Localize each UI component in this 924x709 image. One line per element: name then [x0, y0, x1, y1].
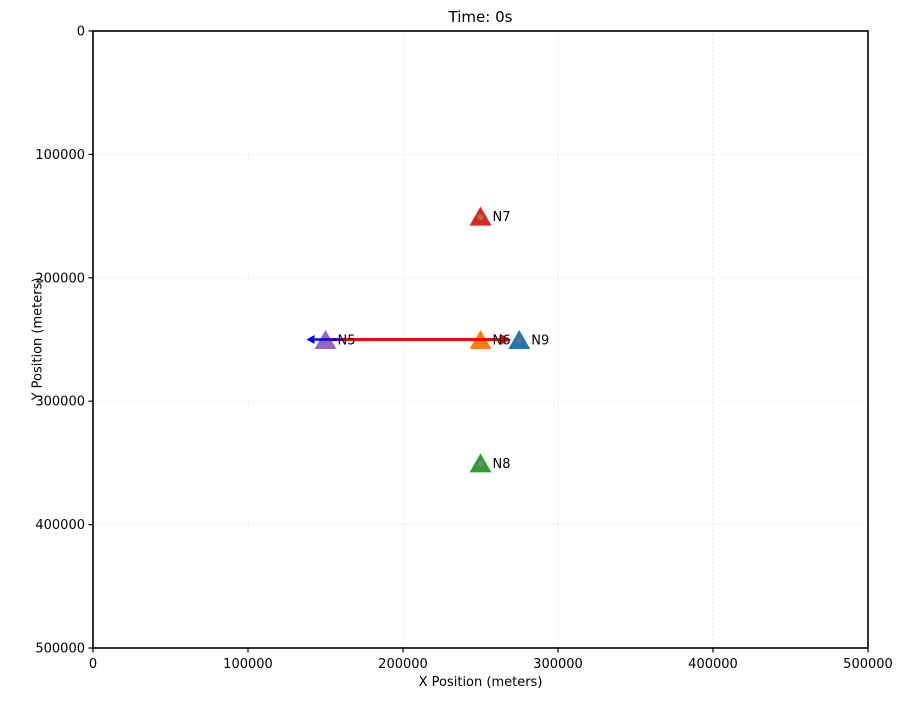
y-tick-label: 100000	[35, 148, 85, 163]
x-tick-label: 300000	[533, 657, 583, 672]
y-tick-label: 0	[77, 25, 85, 40]
plot-border	[92, 30, 869, 649]
x-axis-label: X Position (meters)	[418, 675, 543, 690]
x-tick-label: 0	[89, 657, 97, 672]
node-label-n6: N6	[493, 334, 511, 349]
node-center-dot-n7	[477, 214, 484, 221]
chart-title: Time: 0s	[448, 8, 513, 26]
velocity-arrowhead-n5	[306, 335, 315, 344]
link-arrowhead	[500, 334, 512, 345]
node-label-n9: N9	[531, 334, 549, 349]
node-label-n7: N7	[493, 210, 511, 225]
y-tick-label: 400000	[35, 518, 85, 533]
y-tick-label: 300000	[35, 395, 85, 410]
y-tick-label: 200000	[35, 271, 85, 286]
node-label-n5: N5	[338, 334, 356, 349]
x-tick-label: 400000	[688, 657, 738, 672]
x-tick-label: 500000	[843, 657, 893, 672]
x-tick-label: 100000	[223, 657, 273, 672]
y-tick-label: 500000	[35, 642, 85, 657]
x-tick-label: 200000	[378, 657, 428, 672]
node-label-n8: N8	[493, 457, 511, 472]
node-center-dot-n8	[477, 460, 484, 467]
node-center-dot-n9	[516, 337, 523, 344]
